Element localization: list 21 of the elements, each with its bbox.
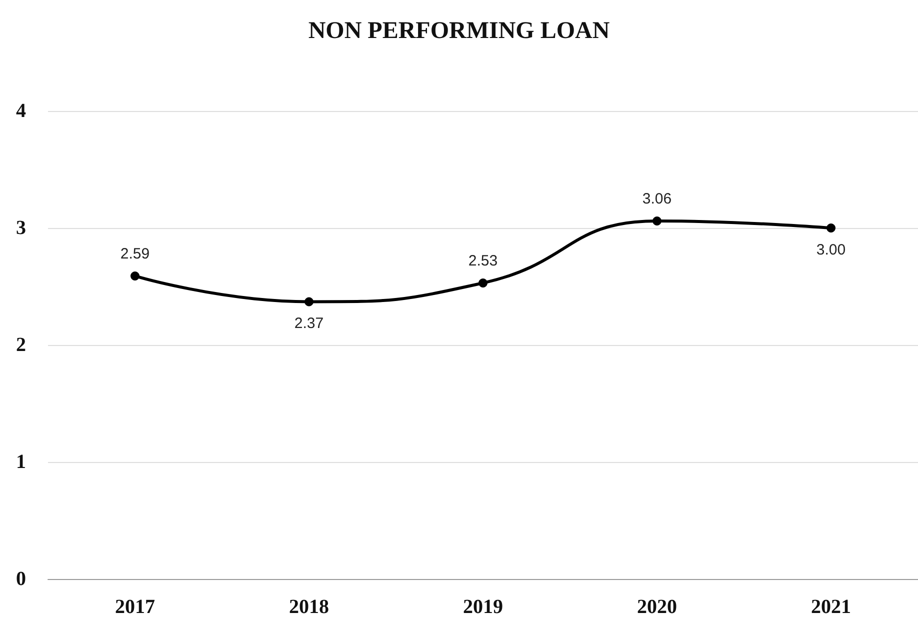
y-tick-label: 0 (16, 568, 26, 590)
y-tick-label: 1 (16, 451, 26, 473)
point (130, 271, 140, 280)
y-tick-label: 4 (16, 100, 26, 122)
x-tick-label: 2019 (463, 596, 503, 617)
data-label: 2.37 (294, 315, 324, 332)
data-label: 3.00 (816, 242, 846, 258)
point (478, 278, 488, 288)
x-tick-label: 2018 (289, 596, 329, 617)
x-tick-label: 2020 (637, 596, 677, 617)
data-label: 2.53 (468, 252, 498, 270)
chart-title: NON PERFORMING LOAN (308, 18, 610, 44)
x-tick-label: 2017 (115, 596, 155, 617)
data-label: 2.59 (120, 245, 150, 262)
point (652, 216, 662, 226)
x-tick-label: 2021 (811, 596, 851, 617)
y-tick-label: 3 (16, 217, 26, 239)
point (304, 297, 314, 306)
y-tick-label: 2 (16, 334, 26, 356)
data-label: 3.06 (642, 190, 672, 208)
point (826, 224, 836, 232)
